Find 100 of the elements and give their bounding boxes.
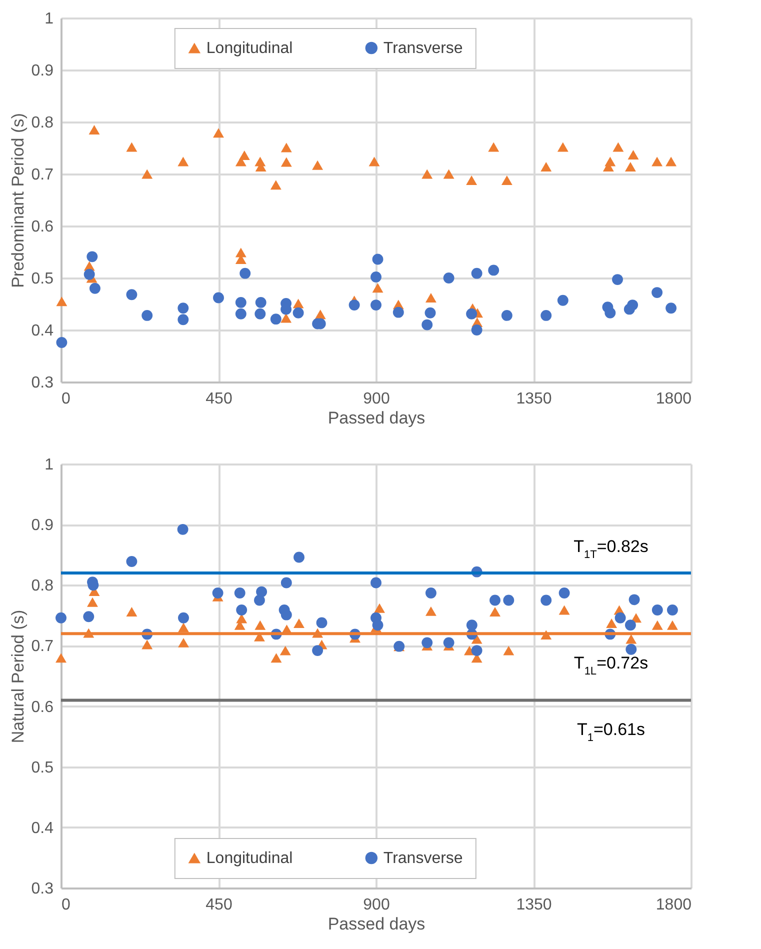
point bbox=[177, 524, 188, 535]
point bbox=[503, 646, 514, 656]
point bbox=[540, 162, 552, 172]
legend-label: Transverse bbox=[383, 850, 463, 867]
point bbox=[372, 620, 384, 631]
y-tick-label: 0.5 bbox=[31, 759, 54, 776]
point bbox=[471, 634, 482, 644]
point bbox=[142, 310, 153, 321]
point bbox=[280, 609, 292, 620]
point bbox=[466, 308, 478, 320]
point bbox=[142, 169, 153, 179]
point bbox=[178, 314, 189, 326]
y-tick-label: 1 bbox=[44, 456, 54, 474]
point bbox=[627, 300, 638, 311]
point bbox=[425, 588, 436, 598]
point bbox=[280, 577, 292, 588]
point bbox=[126, 607, 138, 617]
point bbox=[87, 597, 98, 607]
point bbox=[422, 319, 433, 330]
point bbox=[292, 298, 304, 308]
y-tick-label: 0.6 bbox=[31, 218, 54, 236]
point bbox=[312, 160, 324, 170]
point bbox=[142, 640, 153, 650]
point bbox=[88, 125, 100, 135]
point bbox=[652, 156, 663, 166]
point bbox=[558, 588, 570, 598]
x-tick-label: 1350 bbox=[516, 390, 552, 408]
point bbox=[558, 605, 570, 615]
point bbox=[235, 308, 246, 320]
point bbox=[443, 272, 454, 284]
point bbox=[614, 612, 626, 624]
y-tick-label: 0.4 bbox=[31, 820, 54, 837]
x-tick-label: 450 bbox=[206, 896, 232, 914]
point bbox=[292, 307, 304, 318]
point bbox=[422, 169, 433, 179]
point bbox=[294, 618, 304, 628]
point bbox=[178, 638, 189, 648]
point bbox=[628, 150, 639, 160]
point bbox=[626, 644, 637, 655]
point bbox=[624, 162, 636, 172]
y-tick-label: 0.8 bbox=[31, 578, 54, 595]
y-tick-label: 0.8 bbox=[31, 114, 54, 132]
point bbox=[488, 142, 500, 152]
point bbox=[370, 300, 382, 311]
point bbox=[628, 594, 640, 606]
x-tick-label: 900 bbox=[363, 896, 390, 914]
point bbox=[270, 180, 282, 190]
point bbox=[488, 264, 500, 276]
point bbox=[372, 254, 384, 265]
point bbox=[256, 586, 268, 598]
point bbox=[314, 310, 326, 320]
point bbox=[612, 142, 624, 152]
point bbox=[240, 268, 251, 279]
point bbox=[270, 314, 282, 325]
point bbox=[471, 324, 482, 336]
x-tick-label: 1350 bbox=[516, 896, 552, 914]
x-axis-title: Passed days bbox=[328, 914, 426, 934]
point bbox=[424, 307, 436, 318]
ref-line-label: T$_{1}$=0.61s bbox=[576, 720, 646, 744]
point bbox=[490, 607, 500, 617]
ref-line-label: T$_{1T}$=0.82s bbox=[574, 537, 648, 562]
x-axis-title: Passed days bbox=[328, 408, 426, 428]
point bbox=[56, 653, 66, 663]
point bbox=[280, 313, 292, 323]
y-tick-label: 0.9 bbox=[31, 62, 54, 80]
point bbox=[270, 653, 282, 663]
point bbox=[626, 634, 637, 644]
point bbox=[471, 268, 482, 279]
point bbox=[236, 614, 248, 624]
point bbox=[652, 604, 663, 616]
point bbox=[83, 611, 94, 622]
point bbox=[236, 604, 248, 616]
point bbox=[604, 307, 616, 318]
point bbox=[212, 588, 224, 598]
point bbox=[280, 142, 292, 152]
y-tick-label: 0.5 bbox=[31, 270, 54, 288]
point bbox=[501, 310, 512, 321]
point bbox=[372, 283, 384, 293]
point bbox=[425, 293, 436, 303]
point bbox=[666, 302, 677, 314]
y-tick-label: 0.7 bbox=[31, 638, 54, 656]
point bbox=[624, 620, 636, 631]
point bbox=[213, 128, 224, 138]
y-tick-label: 0.4 bbox=[31, 322, 54, 340]
point bbox=[56, 296, 68, 306]
x-tick-label: 0 bbox=[62, 390, 70, 408]
point bbox=[612, 274, 623, 286]
point bbox=[213, 292, 224, 304]
point bbox=[255, 296, 266, 308]
x-tick-label: 0 bbox=[62, 896, 70, 914]
point bbox=[178, 622, 189, 632]
point bbox=[235, 248, 246, 258]
point bbox=[368, 156, 380, 166]
point bbox=[666, 604, 678, 616]
point bbox=[557, 142, 568, 152]
point bbox=[178, 612, 189, 624]
point bbox=[178, 302, 189, 314]
point bbox=[312, 645, 324, 656]
point bbox=[425, 606, 436, 616]
point bbox=[56, 337, 68, 348]
